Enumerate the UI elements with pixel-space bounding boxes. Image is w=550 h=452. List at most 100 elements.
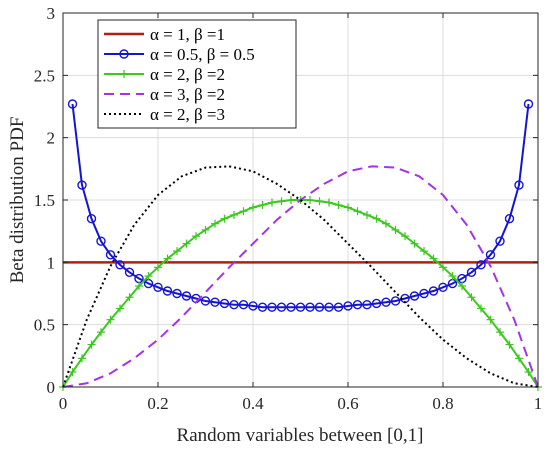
- series-3-point: [277, 197, 286, 206]
- series-3-point: [429, 254, 438, 263]
- series-3-point: [201, 225, 210, 234]
- series-2-point: [210, 297, 220, 307]
- series-2-point: [485, 250, 496, 260]
- series-3-point: [382, 219, 390, 228]
- y-tick-label: 2.5: [34, 66, 55, 85]
- series-2-point: [286, 302, 296, 312]
- legend-label: α = 0.5, β = 0.5: [150, 45, 255, 64]
- series-3-point: [182, 239, 191, 248]
- series-2-point: [181, 291, 192, 301]
- series-2-point: [162, 286, 173, 296]
- legend-item: α = 1, β =1: [104, 25, 225, 44]
- legend-item: α = 3, β =2: [104, 85, 225, 104]
- series-3-point: [211, 219, 219, 228]
- series-3-point: [515, 354, 523, 363]
- series-3-point: [135, 282, 143, 291]
- series-2-point: [476, 260, 486, 270]
- series-3-point: [287, 196, 295, 204]
- series-3-point: [144, 272, 153, 281]
- series-2-point: [153, 282, 163, 292]
- legend-label: α = 2, β =3: [150, 105, 225, 124]
- x-tick-label: 0.4: [242, 394, 264, 413]
- series-3-point: [249, 203, 257, 212]
- x-tick-label: 0.8: [432, 394, 453, 413]
- series-2-point: [295, 302, 306, 312]
- series-2-point: [257, 302, 268, 312]
- legend-item: α = 2, β =3: [104, 105, 225, 124]
- series-3-point: [496, 328, 504, 337]
- series-5-line: [62, 165, 539, 388]
- series-2-point: [276, 302, 287, 312]
- series-2-point: [504, 213, 515, 224]
- series-2-point: [105, 250, 116, 260]
- series-3-point: [477, 304, 485, 313]
- series-2-point: [96, 236, 106, 246]
- legend-marker: [119, 49, 129, 59]
- series-2-point: [523, 99, 534, 109]
- x-tick-label: 1: [534, 394, 543, 413]
- series-2-point: [248, 301, 258, 311]
- legend-item: α = 2, β =2: [104, 65, 225, 84]
- tick-labels: 0 0.2 0.4 0.6 0.8 1 0 0.5 1 1.5 2 2.5 3: [34, 4, 543, 413]
- series-3-point: [173, 247, 181, 256]
- y-tick-label: 0: [47, 378, 56, 397]
- series-2-point: [409, 291, 420, 301]
- series-3-point: [106, 315, 115, 324]
- x-axis-label: Random variables between [0,1]: [177, 425, 424, 446]
- series-3-point: [325, 198, 333, 207]
- series-4-line: [62, 165, 539, 388]
- y-tick-label: 3: [47, 4, 56, 23]
- series-2-point: [67, 99, 78, 109]
- series-2-point: [86, 213, 97, 224]
- series-4: [62, 165, 539, 388]
- legend: α = 1, β =1α = 0.5, β = 0.5α = 2, β =2α …: [97, 19, 297, 129]
- series-2-point: [371, 298, 382, 309]
- series-2-point: [419, 288, 429, 299]
- series-2-point: [124, 267, 135, 278]
- series-3-point: [154, 263, 162, 272]
- series-3-point: [524, 368, 533, 377]
- series-2-point: [333, 302, 344, 312]
- series-5: [62, 165, 539, 388]
- y-tick-label: 1: [47, 253, 56, 272]
- series-3-point: [306, 196, 314, 204]
- y-tick-label: 1.5: [34, 191, 55, 210]
- series-2-point: [352, 300, 363, 310]
- series-2-point: [343, 301, 353, 311]
- series-2-point: [381, 297, 391, 307]
- legend-marker: [120, 70, 128, 78]
- series-2-point: [324, 302, 334, 312]
- series-2-point: [362, 300, 372, 310]
- y-axis-label: Beta distribution PDF: [7, 117, 28, 284]
- x-tick-label: 0: [59, 394, 68, 413]
- series-2-point: [267, 302, 277, 312]
- series-3-point: [448, 272, 457, 281]
- legend-label: α = 2, β =2: [150, 65, 225, 84]
- series-2-point: [219, 298, 230, 309]
- axis-ticks: [62, 12, 539, 388]
- series-2-point: [390, 296, 401, 306]
- series-3-point: [344, 203, 352, 212]
- series-3-point: [391, 225, 400, 234]
- legend-item: α = 0.5, β = 0.5: [104, 45, 255, 64]
- series-3-point: [401, 232, 409, 241]
- series-2-point: [172, 288, 182, 299]
- series-3-point: [467, 293, 476, 302]
- series-3-point: [239, 207, 248, 216]
- series-2-line: [71, 103, 530, 309]
- series-2-point: [514, 180, 524, 190]
- x-tick-label: 0.6: [337, 394, 358, 413]
- series-3-point: [97, 328, 105, 337]
- series-2-point: [229, 300, 239, 310]
- series-3-point: [458, 282, 466, 291]
- series-3-point: [87, 340, 96, 349]
- series-3-point: [372, 214, 381, 223]
- legend-label: α = 3, β =2: [150, 85, 225, 104]
- series-3-point: [125, 293, 134, 302]
- series-3-point: [192, 232, 200, 241]
- series-2: [67, 99, 534, 312]
- series-3-point: [486, 315, 495, 324]
- series-2-point: [305, 302, 315, 312]
- series-3-point: [505, 340, 514, 349]
- series-2-point: [200, 296, 211, 306]
